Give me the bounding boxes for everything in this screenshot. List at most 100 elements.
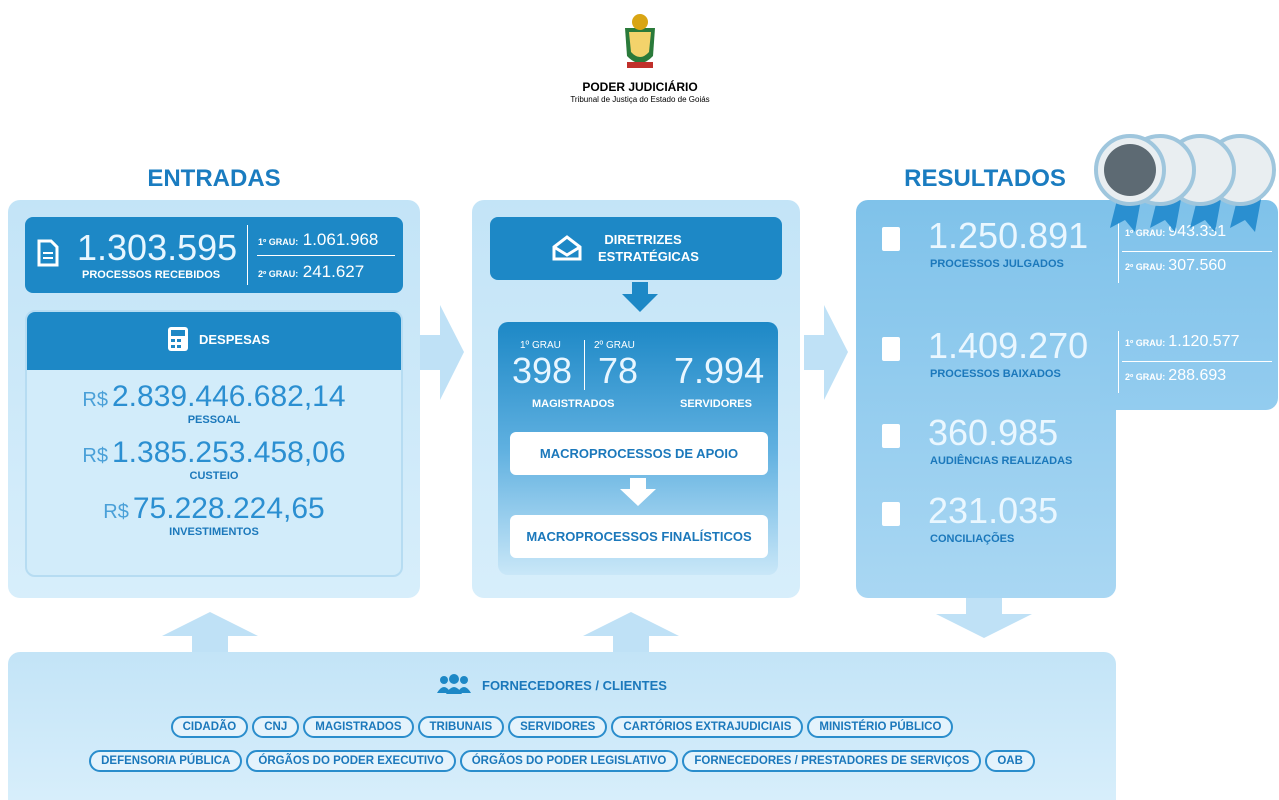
chip: CIDADÃO <box>170 716 249 738</box>
divider <box>1122 251 1272 252</box>
chip: CNJ <box>252 716 300 738</box>
despesa-line: R$ 2.839.446.682,14 <box>27 380 401 414</box>
diretrizes-box: DIRETRIZES ESTRATÉGICAS <box>490 217 782 280</box>
arrow-up <box>583 612 679 652</box>
grau1-label: 1º GRAU: <box>258 237 299 247</box>
result-label: PROCESSOS BAIXADOS <box>930 368 1061 380</box>
divider <box>584 340 585 390</box>
grau-value: 307.560 <box>1168 257 1227 274</box>
divider <box>247 225 248 285</box>
despesas-box: DESPESAS R$ 2.839.446.682,14 PESSOAL R$ 1.38… <box>25 310 403 577</box>
grau-line: 2º GRAU: 288.693 <box>1125 367 1226 385</box>
chip: ÓRGÃOS DO PODER EXECUTIVO <box>246 750 456 772</box>
arrow-right <box>804 305 848 400</box>
result-value: 231.035 <box>928 490 1059 531</box>
arrow-up <box>162 612 258 652</box>
despesa-line: R$ 75.228.224,65 <box>27 492 401 526</box>
chip: OAB <box>985 750 1035 772</box>
despesa-label: PESSOAL <box>187 414 241 426</box>
grau-line: 1º GRAU: 1.120.577 <box>1125 333 1239 351</box>
coat-of-arms <box>625 14 655 68</box>
recebidos-label: PROCESSOS RECEBIDOS <box>82 269 221 281</box>
divider <box>1118 331 1119 393</box>
apoio-box: MACROPROCESSOS DE APOIO <box>510 432 768 475</box>
grau1-label: 1º GRAU <box>520 340 561 351</box>
chip: FORNECEDORES / PRESTADORES DE SERVIÇOS <box>682 750 982 772</box>
chip-row: DEFENSORIA PÚBLICA ÓRGÃOS DO PODER EXECUT… <box>8 750 1116 772</box>
despesa-line: R$ 1.385.253.458,06 <box>27 436 401 470</box>
calc-icon <box>168 327 188 351</box>
despesas-title: DESPESAS <box>199 332 270 347</box>
finalisticos-box: MACROPROCESSOS FINALÍSTICOS <box>510 515 768 558</box>
despesa-label: INVESTIMENTOS <box>169 526 259 538</box>
despesas-list: R$ 2.839.446.682,14 PESSOAL R$ 1.385.253.458… <box>27 380 401 538</box>
grau1-value: 1.061.968 <box>302 230 379 249</box>
grau-label: 2º GRAU: <box>1125 372 1166 382</box>
servidores-label: SERVIDORES <box>680 398 752 410</box>
chips: CIDADÃO CNJ MAGISTRADOS TRIBUNAIS SERVIDORES… <box>8 716 1116 796</box>
despesa-value: 75.228.224,65 <box>132 492 325 525</box>
grau-value: 288.693 <box>1168 367 1227 384</box>
result-icon <box>882 424 900 448</box>
result-value: 1.250.891 <box>928 215 1089 256</box>
grau2-value: 241.627 <box>302 262 365 281</box>
currency: R$ <box>82 389 108 411</box>
header-subtitle: Tribunal de Justiça do Estado de Goiás <box>570 95 710 104</box>
result-value: 360.985 <box>928 412 1059 453</box>
quality-badges <box>1094 134 1276 232</box>
arrow-right <box>420 305 464 400</box>
grau-label: 1º GRAU: <box>1125 338 1166 348</box>
header-title: PODER JUDICIÁRIO <box>582 80 698 94</box>
currency: R$ <box>82 445 108 467</box>
chip-row: CIDADÃO CNJ MAGISTRADOS TRIBUNAIS SERVIDORES… <box>8 716 1116 738</box>
fornecedores-title: FORNECEDORES / CLIENTES <box>482 678 667 693</box>
chip: CARTÓRIOS EXTRAJUDICIAIS <box>611 716 804 738</box>
grau-label: 1º GRAU: <box>1125 228 1166 238</box>
result-label: CONCILIAÇÕES <box>930 533 1015 545</box>
chip: TRIBUNAIS <box>417 716 505 738</box>
result-label: PROCESSOS JULGADOS <box>930 258 1064 270</box>
result-value: 1.409.270 <box>928 325 1089 366</box>
diretrizes-label: DIRETRIZES ESTRATÉGICAS <box>598 232 699 264</box>
arrow-down <box>620 478 656 506</box>
magistrados-grau1: 398 <box>512 350 573 391</box>
grau-value: 1.120.577 <box>1168 333 1240 350</box>
macro-box: 1º GRAU 398 2º GRAU 78 MAGISTRADOS 7.994… <box>498 322 778 575</box>
divider <box>1122 361 1272 362</box>
grau-label: 2º GRAU: <box>1125 262 1166 272</box>
chip: MINISTÉRIO PÚBLICO <box>807 716 954 738</box>
despesa-value: 1.385.253.458,06 <box>112 436 346 469</box>
entradas-title: ENTRADAS <box>147 165 281 192</box>
result-icon <box>882 227 900 251</box>
servidores-value: 7.994 <box>674 350 765 391</box>
chip: DEFENSORIA PÚBLICA <box>89 750 243 772</box>
divider <box>257 255 395 256</box>
magistrados-label: MAGISTRADOS <box>532 398 615 410</box>
people-icon <box>437 674 471 694</box>
grau2-label: 2º GRAU <box>594 340 635 351</box>
doc-icon <box>37 239 59 267</box>
divider <box>1118 221 1119 283</box>
arrow-down <box>936 598 1032 638</box>
result-icon <box>882 502 900 526</box>
despesas-header <box>27 312 401 370</box>
grau-line: 2º GRAU: 307.560 <box>1125 257 1226 275</box>
result-icon <box>882 337 900 361</box>
envelope-icon <box>552 235 582 261</box>
arrow-down <box>622 282 658 312</box>
despesa-value: 2.839.446.682,14 <box>112 380 346 413</box>
grau2-label: 2º GRAU: <box>258 269 299 279</box>
chip: MAGISTRADOS <box>303 716 414 738</box>
recebidos-box: 1.303.595 PROCESSOS RECEBIDOS 1º GRAU: 1… <box>25 217 403 293</box>
magistrados-grau2: 78 <box>598 350 639 391</box>
chip: ÓRGÃOS DO PODER LEGISLATIVO <box>459 750 679 772</box>
despesa-label: CUSTEIO <box>189 470 239 482</box>
recebidos-total: 1.303.595 <box>77 227 238 268</box>
chip: SERVIDORES <box>508 716 608 738</box>
currency: R$ <box>103 501 129 523</box>
fornecedores-panel: FORNECEDORES / CLIENTES CIDADÃO CNJ MAGIST… <box>8 652 1116 800</box>
result-label: AUDIÊNCIAS REALIZADAS <box>930 455 1073 467</box>
resultados-extension <box>1100 200 1278 410</box>
